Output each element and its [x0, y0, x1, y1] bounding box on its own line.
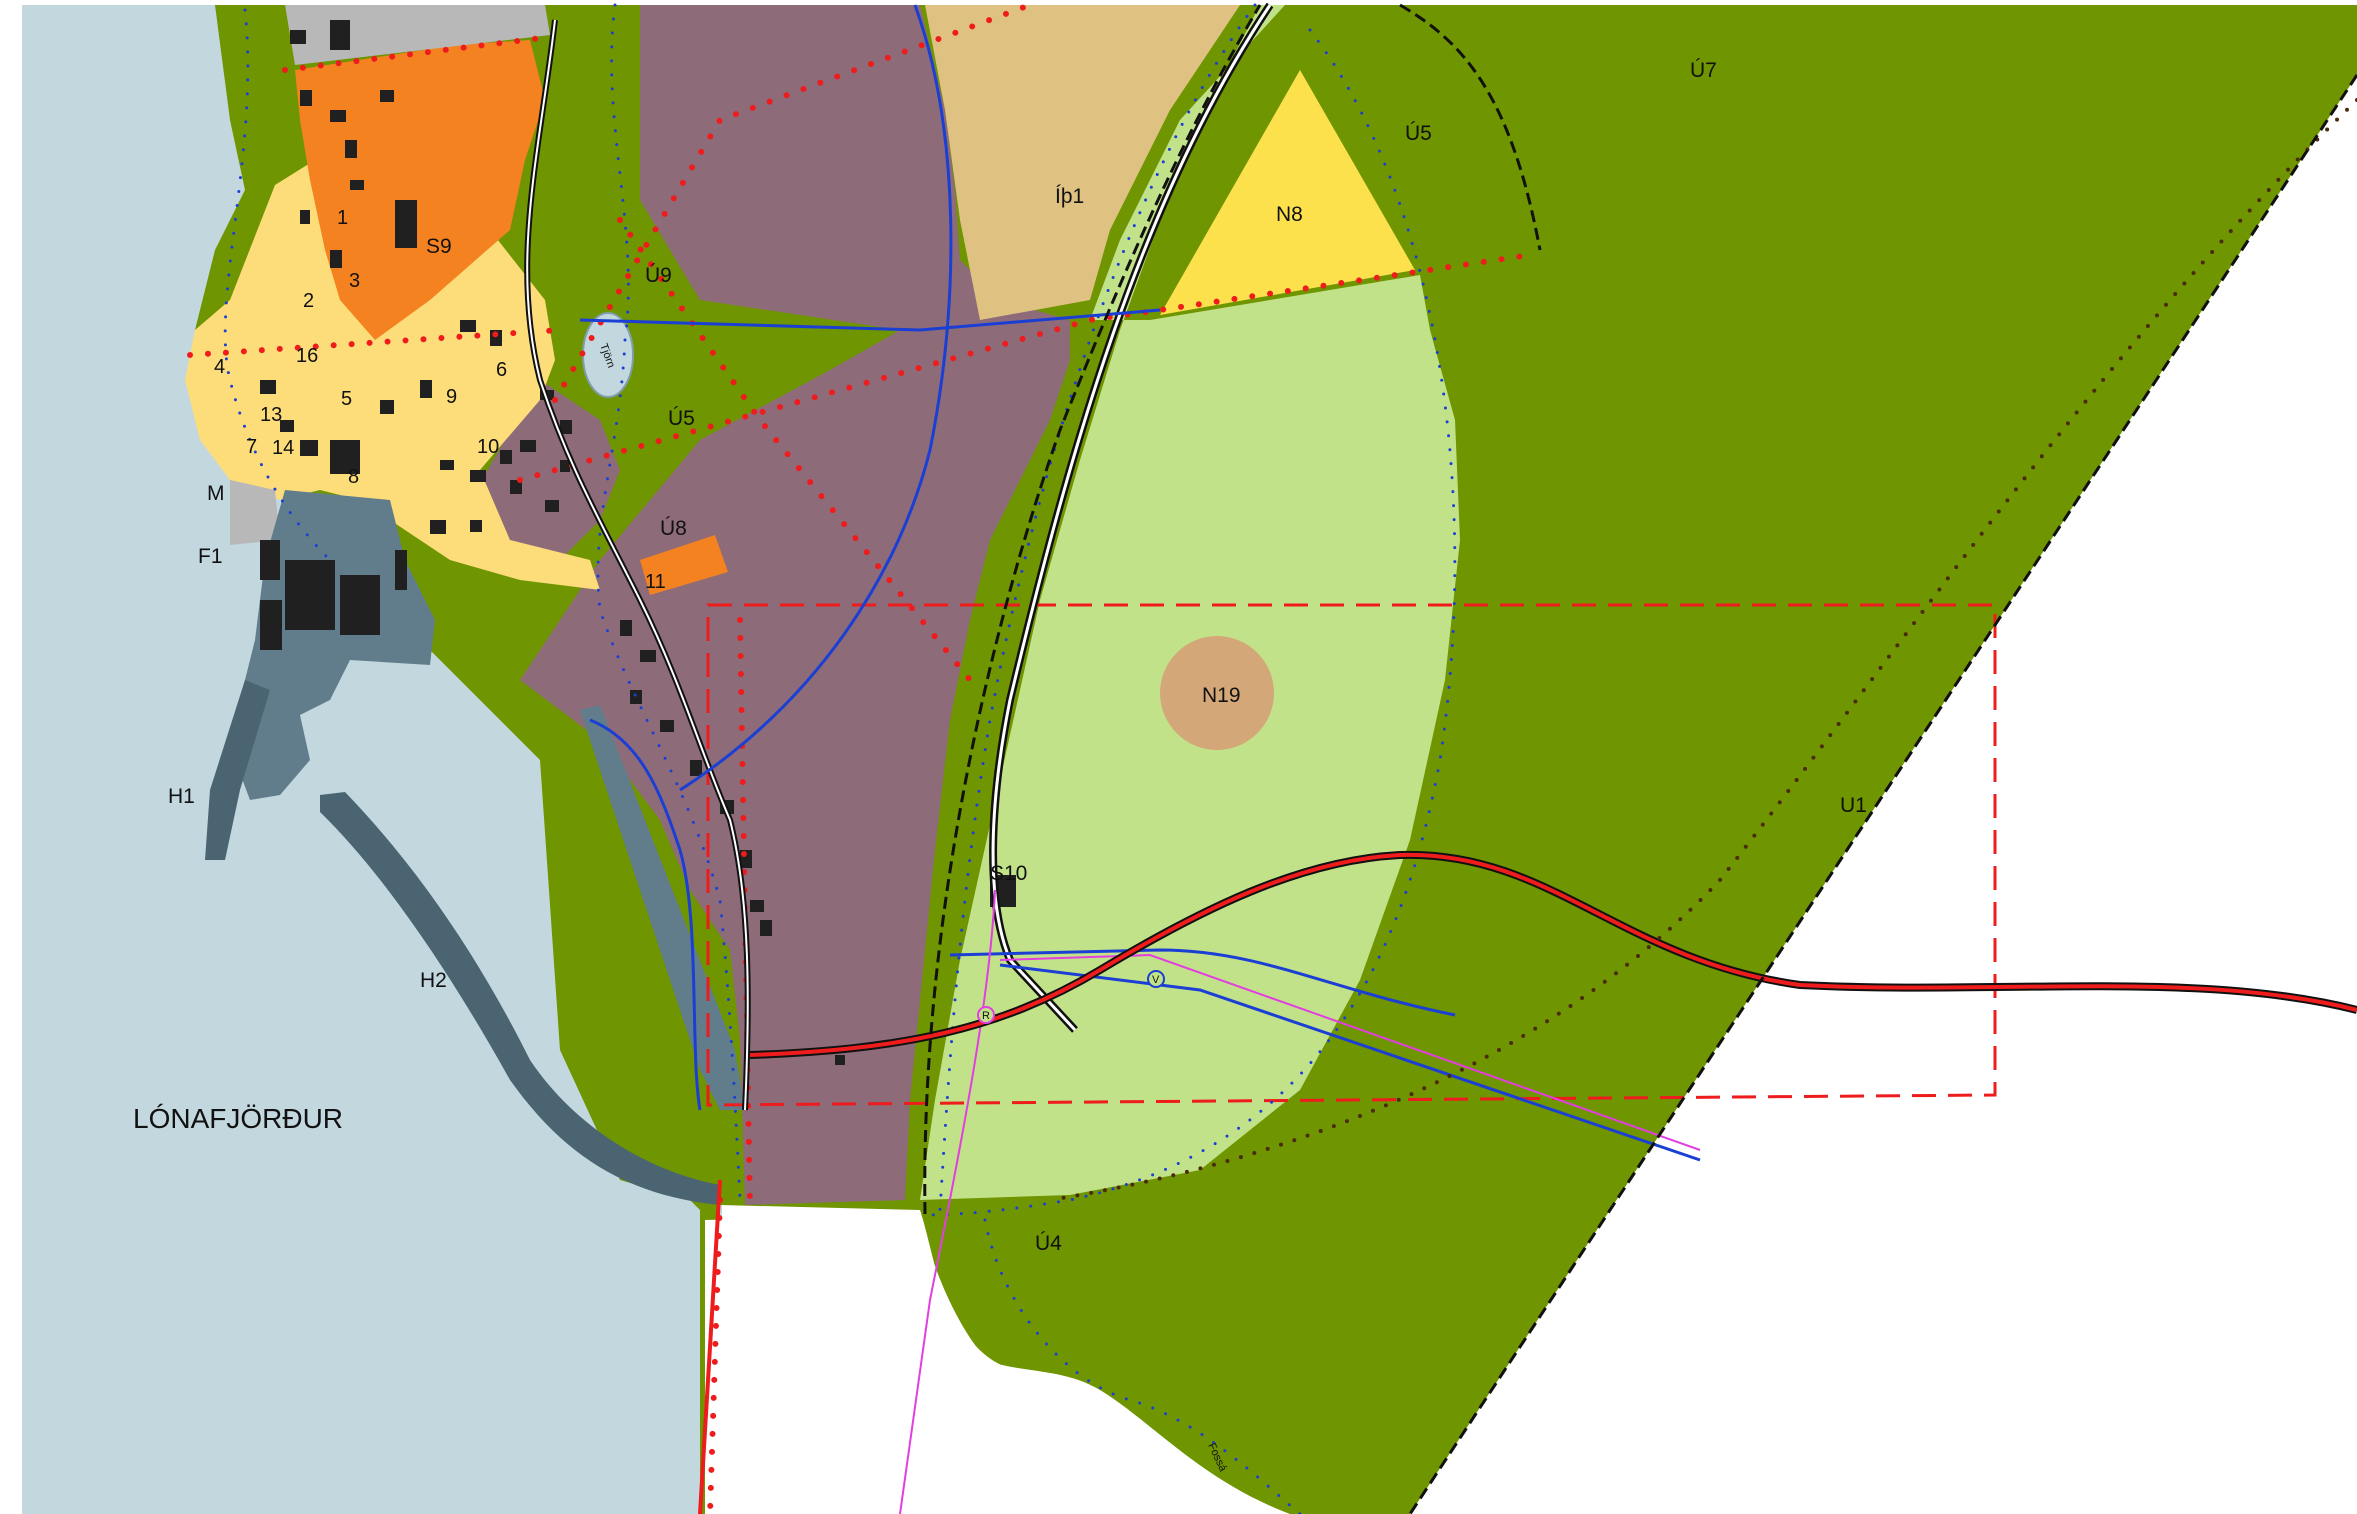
u5-zone-north [1295, 10, 1535, 262]
zone-label-u9: Ú9 [645, 264, 672, 287]
zone-label-s10: S10 [990, 862, 1027, 885]
n8-zone [1160, 70, 1415, 315]
zone-label-f1: F1 [198, 545, 223, 568]
power-line [698, 850, 2357, 1514]
lot-number: 9 [446, 386, 457, 408]
main-road [989, 2, 1274, 1033]
municipal-boundary [923, 3, 2357, 1514]
zone-label-ith1: Íþ1 [1055, 185, 1084, 208]
zone-label-u1: U1 [1840, 794, 1867, 817]
lot-number: 10 [477, 436, 499, 458]
red-dotted-boundaries [187, 2, 1533, 1514]
lot-number: 2 [303, 290, 314, 312]
orange-lot [640, 535, 728, 595]
lot-number: 3 [349, 270, 360, 292]
lot-number-labels: 1 3 2 16 4 13 5 6 9 14 8 10 7 11 [214, 207, 666, 593]
zone-label-n19: N19 [1202, 684, 1241, 707]
svg-text:R: R [982, 1010, 990, 1022]
lot-number: 13 [260, 404, 282, 426]
town-center-yellow [185, 160, 600, 590]
breakwater-h1 [205, 680, 270, 860]
zone-label-u5-west: Ú5 [668, 407, 695, 430]
zone-label-h1: H1 [168, 785, 195, 808]
blue-roads [579, 4, 1701, 1162]
coastal-road [524, 19, 751, 1111]
light-green-zone [920, 5, 1460, 1200]
white-lowland [705, 1215, 1270, 1514]
road-marker-v: V [1147, 970, 1165, 988]
lot-number: 7 [246, 436, 257, 458]
lot-number: 1 [337, 207, 348, 229]
breakwater-h2 [320, 792, 720, 1205]
blue-dotted-boundaries [223, 3, 1457, 1514]
n19-circle [1160, 636, 1274, 750]
grey-lot-M [230, 480, 280, 545]
road-marker-r: R [977, 1006, 995, 1024]
zone-label-u5-north: Ú5 [1405, 122, 1432, 145]
place-name-label: LÓNAFJÖRÐUR [133, 1103, 343, 1134]
residential-zone-west [470, 380, 620, 560]
planning-boundary [706, 603, 1997, 1107]
lot-number: 4 [214, 356, 225, 378]
lot-number: 5 [341, 388, 352, 410]
buildings [260, 20, 1016, 1065]
lot-number: 8 [348, 466, 359, 488]
pier-h2 [580, 705, 745, 1110]
white-area-east [1410, 75, 2357, 1514]
lot-number: 16 [296, 345, 318, 367]
svg-text:V: V [1152, 974, 1160, 986]
lot-number: 6 [496, 359, 507, 381]
zone-label-u8: Ú8 [660, 517, 687, 540]
zone-label-h2: H2 [420, 969, 447, 992]
lot-number: 11 [645, 571, 666, 593]
sport-zone [925, 5, 1240, 320]
zone-label-u7: Ú7 [1690, 59, 1717, 82]
zone-label-n8: N8 [1276, 203, 1303, 226]
grey-top-zone [285, 5, 550, 65]
lot-number: 14 [272, 437, 294, 459]
zone-label-u4: Ú4 [1035, 1232, 1062, 1255]
zone-labels: Ú7 Ú5 Ú5 Ú9 Ú8 Íþ1 N8 N19 S9 S10 U1 Ú4 H… [168, 59, 1867, 1255]
zone-label-s9: S9 [426, 235, 452, 258]
school-zone-orange [295, 40, 545, 340]
zone-label-m: M [207, 482, 225, 505]
pipeline-magenta [899, 889, 1701, 1514]
u1-boundary-line [1048, 98, 2357, 1202]
